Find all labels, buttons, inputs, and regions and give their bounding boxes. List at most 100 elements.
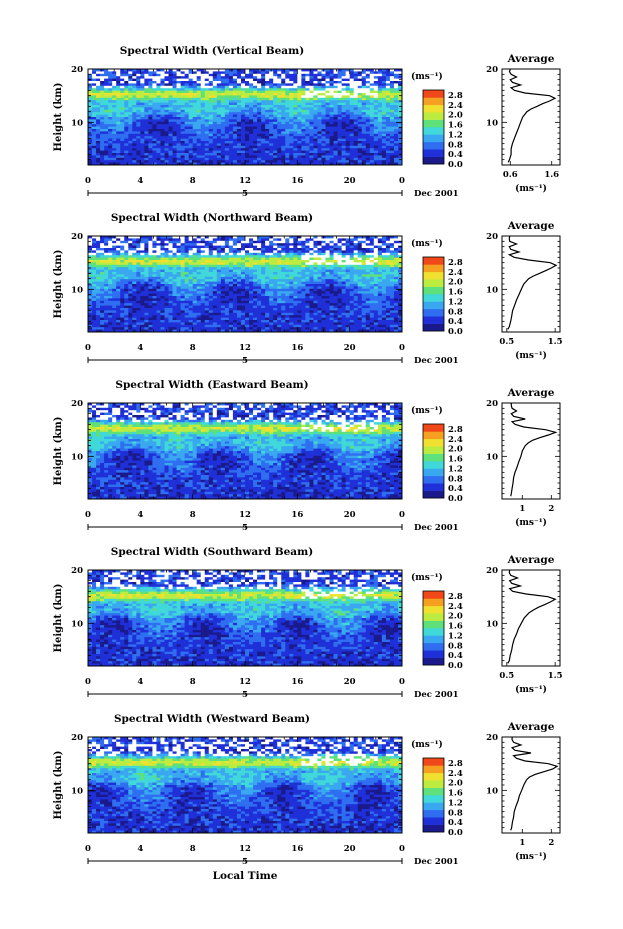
panel-1: Spectral Width (Vertical Beam) 10 20 Height…	[53, 45, 561, 199]
colorbar-segment	[423, 613, 444, 621]
x-tick-label: 0	[399, 844, 405, 854]
profile-y-tick-label: 10	[486, 118, 498, 128]
panel-title: Spectral Width (Southward Beam)	[111, 546, 313, 558]
day-label: 5	[242, 857, 248, 867]
y-axis-label: Height (km)	[53, 417, 64, 486]
colorbar-segment	[423, 490, 444, 499]
x-tick-label: 4	[137, 510, 143, 520]
colorbar-segment	[423, 650, 444, 658]
colorbar-tick-label: 0.0	[448, 160, 463, 170]
colorbar-segment	[423, 809, 444, 818]
x-tick-label: 20	[344, 343, 356, 353]
colorbar-unit: (ms⁻¹)	[411, 739, 443, 750]
panel-title: Spectral Width (Eastward Beam)	[115, 379, 308, 391]
y-tick-label: 10	[71, 118, 83, 128]
profile-x-tick-label: 1.6	[544, 170, 559, 180]
profile-title: Average	[507, 721, 555, 733]
panel-title: Spectral Width (Northward Beam)	[111, 212, 313, 224]
colorbar-segment	[423, 316, 444, 324]
colorbar-segment	[423, 591, 444, 599]
colorbar-segment	[423, 795, 444, 803]
colorbar-frame	[422, 590, 445, 666]
panel-title: Spectral Width (Vertical Beam)	[120, 45, 304, 57]
profile-y-tick-label: 10	[486, 452, 498, 462]
profile-frame	[501, 235, 561, 333]
colorbar-segment	[423, 127, 444, 135]
x-tick-label: 8	[190, 510, 196, 520]
x-tick-label: 16	[291, 844, 303, 854]
colorbar-segment	[423, 286, 444, 295]
panel-2: Spectral Width (Northward Beam) 10 20 Heigh…	[53, 212, 563, 366]
colorbar-tick-label: 0.4	[448, 317, 463, 327]
colorbar-tick-label: 1.6	[448, 789, 463, 799]
colorbar-segment	[423, 787, 444, 796]
day-label: 5	[242, 356, 248, 366]
colorbar-frame	[422, 423, 445, 499]
profile-x-tick-label: 1.5	[548, 337, 563, 347]
x-tick-label: 16	[291, 677, 303, 687]
colorbar-tick-label: 2.0	[448, 779, 463, 789]
panel-title: Spectral Width (Westward Beam)	[114, 713, 310, 725]
colorbar-segment	[423, 97, 444, 106]
x-tick-label: 0	[399, 343, 405, 353]
x-axis-label: Local Time	[213, 870, 278, 882]
y-tick-label: 20	[71, 399, 83, 409]
colorbar-tick-label: 1.6	[448, 455, 463, 465]
colorbar-segment	[423, 598, 444, 607]
y-tick-label: 20	[71, 566, 83, 576]
colorbar-tick-label: 0.8	[448, 307, 463, 317]
colorbar-tick-label: 0.0	[448, 327, 463, 337]
colorbar-tick-label: 1.6	[448, 121, 463, 131]
profile-unit: (ms⁻¹)	[515, 517, 547, 528]
colorbar-segment	[423, 765, 444, 774]
profile-line	[507, 68, 557, 163]
y-tick-label: 10	[71, 452, 83, 462]
colorbar-segment	[423, 772, 444, 781]
y-tick-label: 10	[71, 619, 83, 629]
colorbar-tick-label: 1.2	[448, 130, 463, 140]
x-tick-label: 8	[190, 844, 196, 854]
date-label: Dec 2001	[414, 523, 459, 533]
colorbar-segment	[423, 264, 444, 273]
colorbar-tick-label: 0.8	[448, 641, 463, 651]
x-tick-label: 20	[344, 510, 356, 520]
profile-x-tick-label: 2	[548, 504, 554, 514]
colorbar-segment	[423, 156, 444, 165]
colorbar-segment	[423, 134, 444, 143]
colorbar-tick-label: 0.8	[448, 140, 463, 150]
colorbar-tick-label: 2.0	[448, 278, 463, 288]
colorbar-segment	[423, 438, 444, 447]
profile-x-tick-label: 1	[519, 838, 525, 848]
heatmap	[88, 403, 403, 500]
colorbar-segment	[423, 483, 444, 491]
colorbar-tick-label: 2.8	[448, 425, 463, 435]
day-label: 5	[242, 189, 248, 199]
x-tick-label: 0	[399, 677, 405, 687]
heatmap	[88, 570, 403, 667]
colorbar-tick-label: 0.0	[448, 494, 463, 504]
colorbar-tick-label: 2.4	[448, 101, 463, 111]
colorbar-tick-label: 1.6	[448, 622, 463, 632]
profile-y-tick-label: 20	[486, 566, 498, 576]
profile-y-tick-label: 10	[486, 285, 498, 295]
profile-x-tick-label: 1.5	[548, 671, 563, 681]
day-label: 5	[242, 690, 248, 700]
colorbar-segment	[423, 605, 444, 614]
profile-line	[510, 403, 558, 497]
colorbar-tick-label: 0.4	[448, 651, 463, 661]
colorbar-segment	[423, 271, 444, 280]
colorbar-tick-label: 2.8	[448, 759, 463, 769]
x-tick-label: 16	[291, 343, 303, 353]
x-tick-label: 20	[344, 176, 356, 186]
colorbar-tick-label: 1.2	[448, 631, 463, 641]
colorbar-segment	[423, 308, 444, 317]
colorbar-segment	[423, 446, 444, 454]
colorbar-tick-label: 2.0	[448, 612, 463, 622]
x-tick-label: 16	[291, 510, 303, 520]
x-tick-label: 0	[399, 510, 405, 520]
colorbar-unit: (ms⁻¹)	[411, 71, 443, 82]
date-label: Dec 2001	[414, 189, 459, 199]
profile-unit: (ms⁻¹)	[515, 350, 547, 361]
colorbar-tick-label: 2.0	[448, 111, 463, 121]
